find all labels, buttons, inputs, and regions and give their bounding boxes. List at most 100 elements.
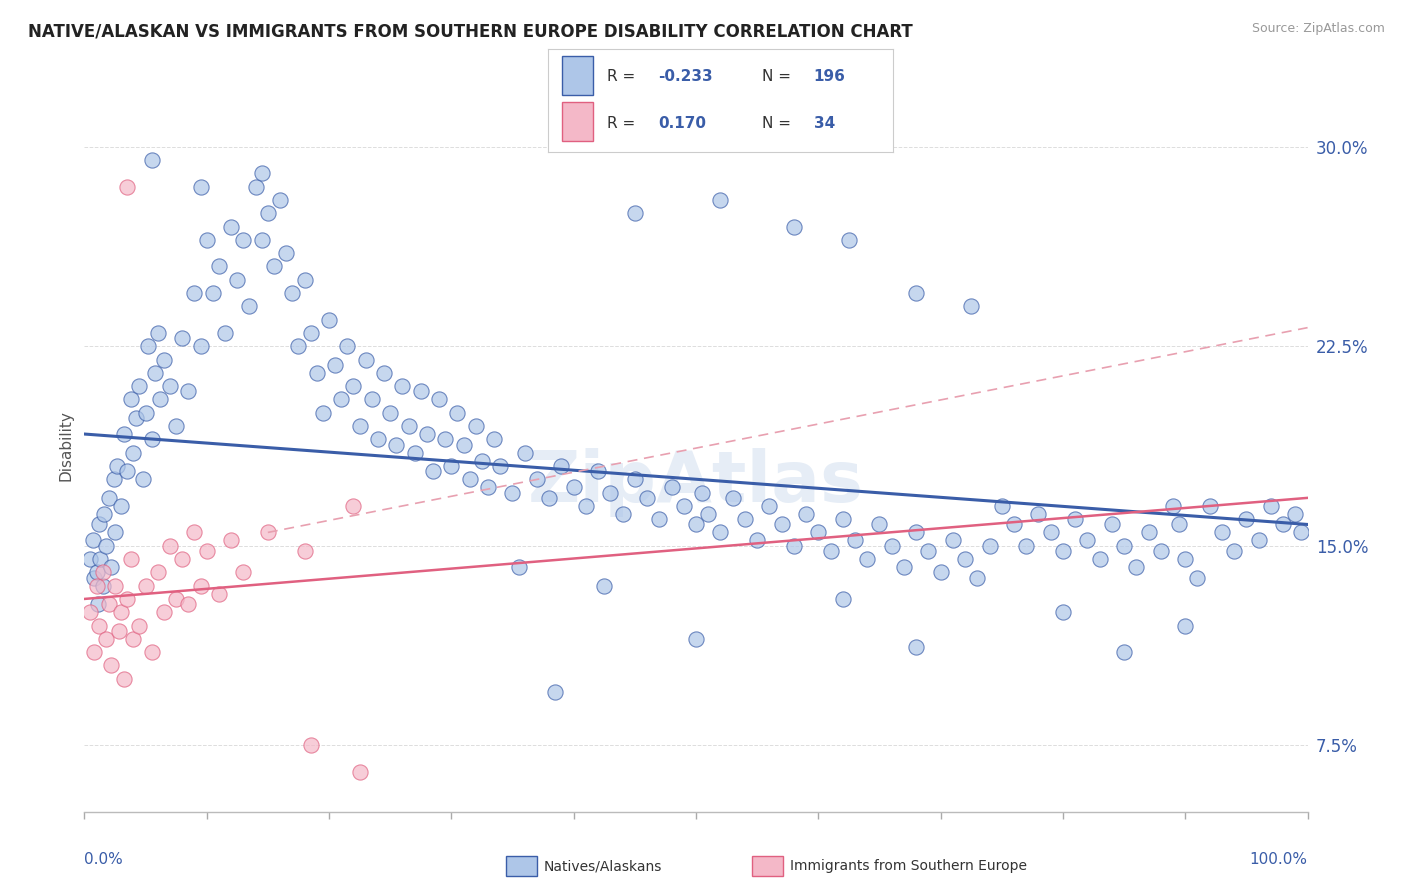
Point <box>391 379 413 393</box>
Point <box>269 193 291 207</box>
Point <box>482 433 505 447</box>
Point <box>1150 544 1173 558</box>
Point <box>172 552 194 566</box>
Text: 0.170: 0.170 <box>658 117 707 131</box>
Point <box>143 366 166 380</box>
Point <box>120 392 142 407</box>
Point <box>709 525 731 540</box>
Point <box>1076 533 1098 548</box>
Point <box>232 566 254 580</box>
Point <box>966 571 988 585</box>
Point <box>349 419 371 434</box>
Point <box>208 260 231 274</box>
Point <box>342 499 364 513</box>
Point <box>458 472 481 486</box>
Text: 0.0%: 0.0% <box>84 852 124 867</box>
Point <box>380 406 402 420</box>
Point <box>263 260 285 274</box>
Point <box>276 246 298 260</box>
Point <box>100 560 122 574</box>
Text: Natives/Alaskans: Natives/Alaskans <box>544 859 662 873</box>
Point <box>128 618 150 632</box>
Point <box>905 640 928 654</box>
Point <box>1137 525 1160 540</box>
Point <box>349 764 371 779</box>
Point <box>489 458 512 473</box>
Point <box>245 179 267 194</box>
Point <box>721 491 744 505</box>
Bar <box>562 103 593 141</box>
Point <box>287 339 309 353</box>
Point <box>281 286 304 301</box>
Point <box>105 458 128 473</box>
Point <box>960 299 983 313</box>
Text: R =: R = <box>607 117 640 131</box>
Point <box>929 566 952 580</box>
Point <box>427 392 450 407</box>
Point <box>807 525 830 540</box>
Point <box>294 544 316 558</box>
Point <box>783 219 806 234</box>
Point <box>502 485 524 500</box>
Point <box>93 507 115 521</box>
Point <box>112 672 135 686</box>
Point <box>219 533 242 548</box>
Point <box>87 618 110 632</box>
Point <box>1272 517 1295 532</box>
Point <box>190 179 212 194</box>
Point <box>82 533 104 548</box>
Point <box>120 552 142 566</box>
Point <box>115 591 138 606</box>
Point <box>648 512 671 526</box>
Point <box>1015 539 1038 553</box>
Point <box>398 419 420 434</box>
Point <box>149 392 172 407</box>
Point <box>250 166 273 180</box>
Point <box>91 579 114 593</box>
Point <box>195 544 218 558</box>
Point <box>1101 517 1123 532</box>
Point <box>844 533 866 548</box>
Point <box>305 366 328 380</box>
Point <box>1260 499 1282 513</box>
Point <box>373 366 395 380</box>
Point <box>135 406 157 420</box>
Point <box>440 458 463 473</box>
Point <box>299 738 322 752</box>
Point <box>612 507 634 521</box>
Text: N =: N = <box>762 70 796 84</box>
Point <box>323 358 346 372</box>
Point <box>758 499 780 513</box>
Point <box>190 339 212 353</box>
Point <box>685 632 707 646</box>
Text: 100.0%: 100.0% <box>1250 852 1308 867</box>
Point <box>453 438 475 452</box>
Point <box>856 552 879 566</box>
Point <box>690 485 713 500</box>
Point <box>526 472 548 486</box>
Point <box>409 384 432 399</box>
Point <box>953 552 976 566</box>
Point <box>342 379 364 393</box>
Point <box>257 525 280 540</box>
Point <box>1064 512 1087 526</box>
Point <box>1125 560 1147 574</box>
Point <box>893 560 915 574</box>
Point <box>97 491 120 505</box>
Point <box>232 233 254 247</box>
Point <box>1161 499 1184 513</box>
Point <box>103 472 125 486</box>
Point <box>136 339 159 353</box>
Point <box>1039 525 1062 540</box>
Point <box>685 517 707 532</box>
Text: -0.233: -0.233 <box>658 70 713 84</box>
Point <box>416 427 439 442</box>
Point <box>165 419 187 434</box>
Point <box>770 517 793 532</box>
Point <box>586 464 609 478</box>
Point <box>360 392 382 407</box>
Point <box>153 352 176 367</box>
Point <box>1168 517 1191 532</box>
Point <box>734 512 756 526</box>
Text: 196: 196 <box>814 70 845 84</box>
